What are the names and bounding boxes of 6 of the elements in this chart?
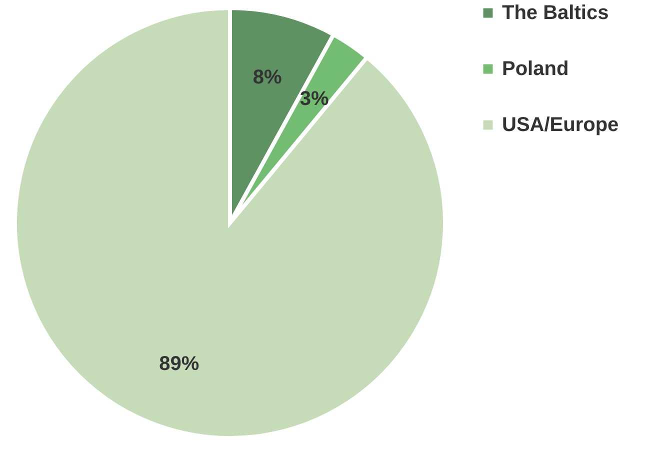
data-label: 3%	[300, 88, 329, 110]
legend-label: Poland	[502, 58, 569, 80]
legend-label: USA/Europe	[502, 114, 619, 136]
data-label: 8%	[252, 66, 282, 89]
legend-label: The Baltics	[502, 2, 609, 24]
data-label: 89%	[159, 353, 200, 376]
